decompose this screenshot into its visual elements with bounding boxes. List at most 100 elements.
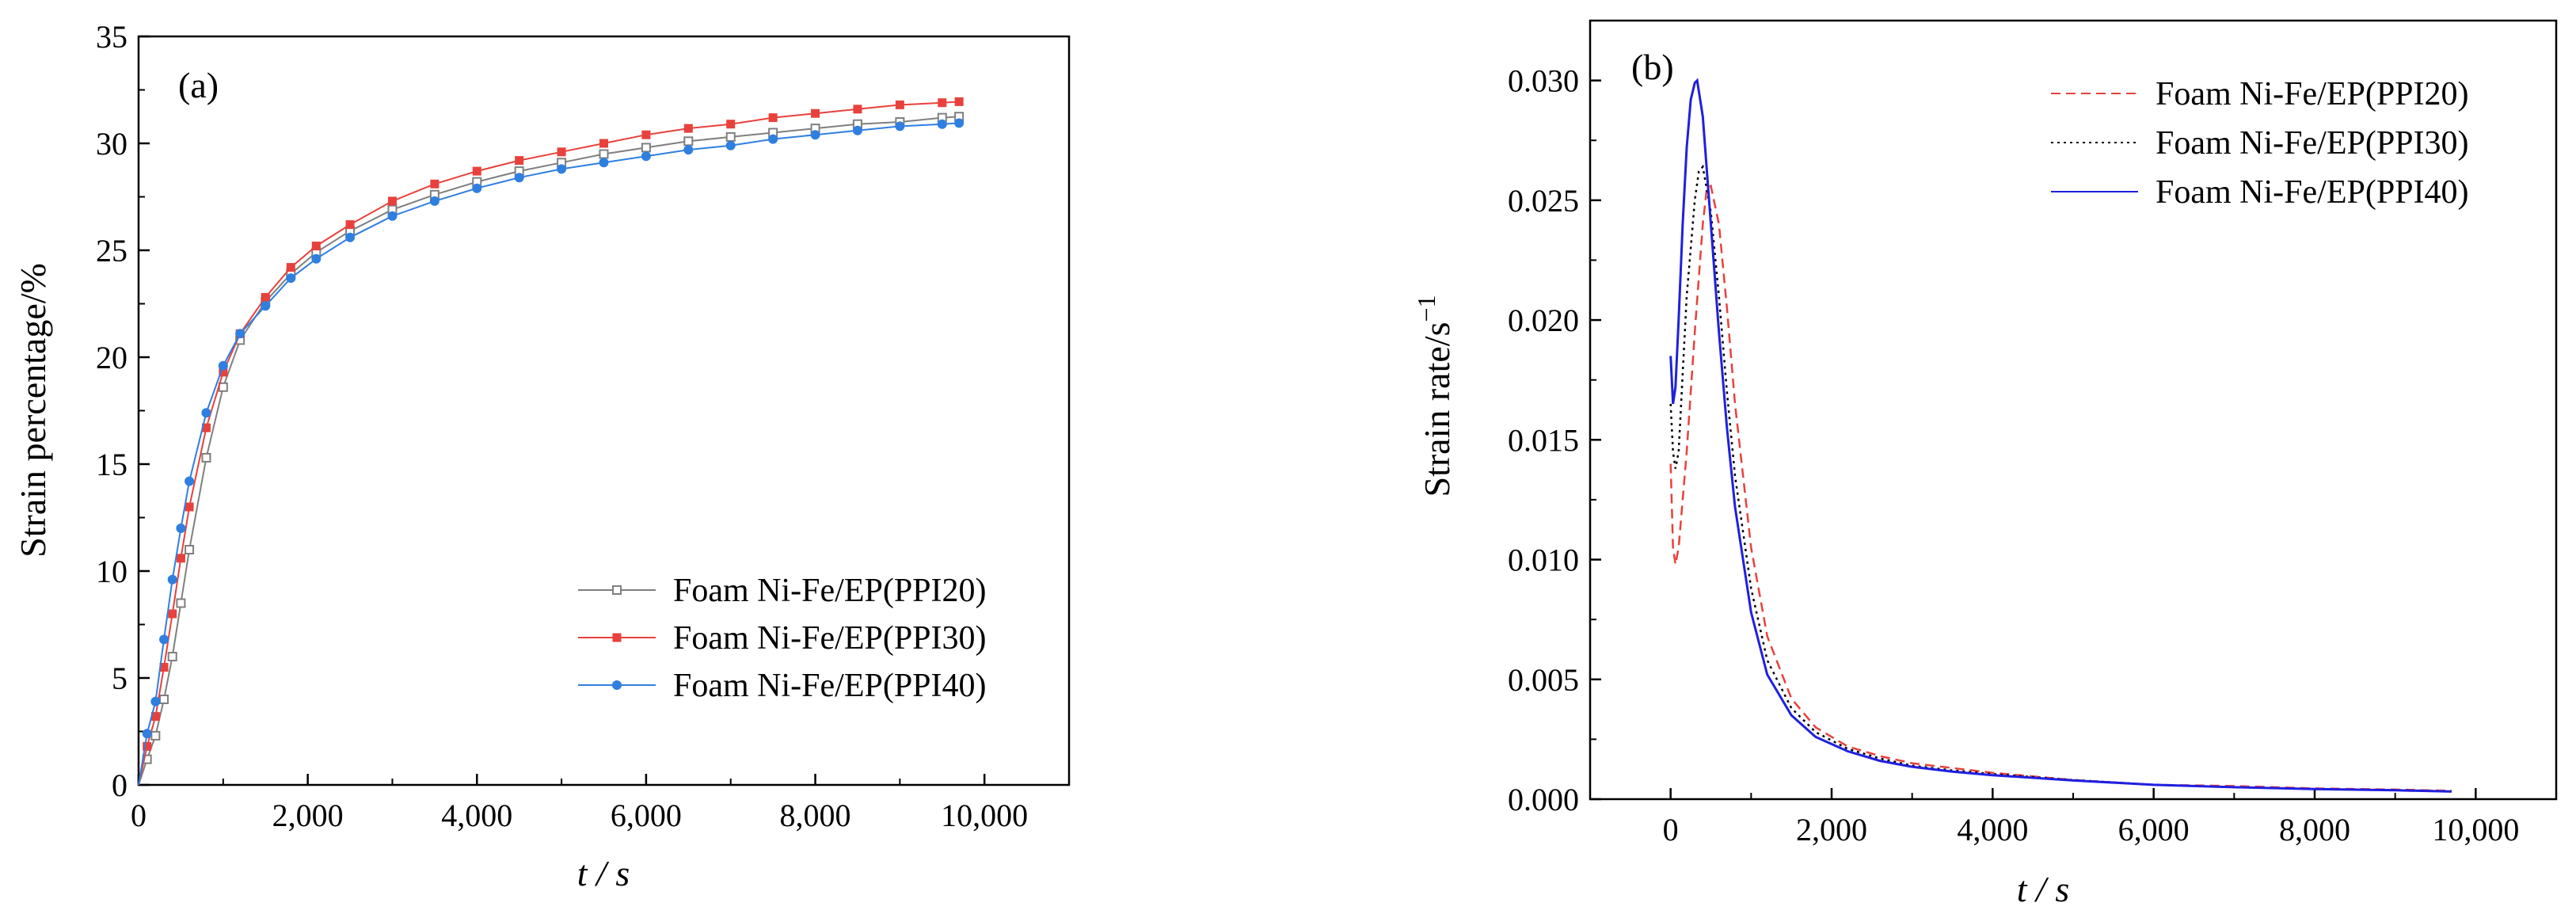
data-point (683, 136, 694, 147)
series-line-foam-ni-fe-ep-ppi30 (1669, 164, 2452, 793)
data-point (557, 164, 567, 174)
legend-label: Foam Ni-Fe/EP(PPI20) (2156, 76, 2469, 112)
data-point (768, 113, 778, 123)
data-point (168, 609, 177, 619)
legend-label: Foam Ni-Fe/EP(PPI40) (673, 668, 987, 704)
panel-b-x-tick-label: 10,000 (2432, 812, 2519, 847)
data-point (599, 149, 609, 159)
panel-b-y-tick-label: 0.025 (1508, 183, 1579, 219)
legend-label: Foam Ni-Fe/EP(PPI30) (2156, 125, 2469, 162)
data-point (430, 179, 439, 189)
panel-a-x-tick-label: 2,000 (272, 798, 344, 833)
data-point (167, 574, 177, 585)
data-point (641, 130, 651, 139)
data-point (311, 242, 321, 251)
data-point (261, 301, 271, 311)
panel-b-y-tick-label: 0.000 (1508, 782, 1579, 817)
legend-entry-foam-ni-fe-ep-ppi20: Foam Ni-Fe/EP(PPI20) (578, 573, 987, 609)
data-point (201, 408, 211, 418)
panel-b-y-tick-label: 0.010 (1508, 543, 1579, 578)
legend-label: Foam Ni-Fe/EP(PPI20) (673, 573, 987, 609)
panel-a-series (138, 97, 965, 786)
panel-a-y-tick-label: 20 (96, 340, 127, 375)
panel-a-x-tick-label: 6,000 (611, 798, 682, 833)
panel-b-legend: Foam Ni-Fe/EP(PPI20) Foam Ni-Fe/EP(PPI30)… (2051, 76, 2469, 211)
data-point (954, 118, 965, 128)
series-line-foam-ni-fe-ep-ppi20 (1669, 184, 2452, 792)
data-point (235, 329, 245, 339)
data-point (472, 166, 481, 176)
data-point (142, 729, 152, 739)
panel-b-label: (b) (1631, 47, 1674, 87)
panel-a-y-tick-label: 30 (96, 126, 127, 162)
legend-swatch-marker (612, 633, 622, 642)
data-point (218, 382, 228, 392)
data-point (472, 183, 482, 193)
panel-a-y-axis-title: Strain percentage/% (13, 263, 53, 558)
panel-a-y-tick-label: 10 (96, 554, 127, 589)
panel-a-label: (a) (178, 65, 219, 105)
panel-a-y-tick-label: 5 (112, 661, 127, 696)
legend-swatch-marker (612, 585, 622, 595)
panel-b-strain-rate-chart: 0 2,000 4,000 6,000 8,000 10,000 0.000 0.005 0.0… (1412, 19, 2558, 909)
panel-b-x-tick-label: 8,000 (2279, 812, 2350, 847)
data-point (938, 98, 947, 108)
panel-b-x-tick-label: 0 (1663, 812, 1679, 847)
panel-a-x-tick-label: 10,000 (941, 798, 1028, 833)
panel-a-x-axis-title: t / s (577, 853, 630, 893)
legend-label: Foam Ni-Fe/EP(PPI40) (2156, 174, 2469, 211)
data-point (852, 125, 862, 135)
panel-b-y-tick-label: 0.020 (1508, 303, 1579, 338)
data-point (895, 121, 905, 131)
panel-a-y-tick-label: 25 (96, 233, 127, 268)
data-point (683, 124, 693, 133)
panel-a-y-tick-label: 35 (96, 19, 127, 55)
legend-entry-foam-ni-fe-ep-ppi40: Foam Ni-Fe/EP(PPI40) (2051, 174, 2469, 211)
series-foam-ni-fe-ep-ppi40 (138, 118, 965, 786)
data-point (176, 554, 185, 563)
panel-a-strain-percentage-chart: 0 2,000 4,000 6,000 8,000 10,000 0 5 10 15 20 25 30 3… (13, 19, 1071, 893)
data-point (768, 134, 778, 144)
data-point (345, 232, 356, 242)
data-point (143, 741, 152, 751)
data-point (429, 196, 439, 206)
panel-b-y-axis-title: Strain rate/s−1 (1412, 295, 1457, 497)
data-point (557, 147, 566, 157)
data-point (853, 105, 862, 114)
data-point (185, 502, 194, 512)
data-point (261, 292, 270, 302)
data-point (599, 139, 608, 148)
panel-b-y-axis-title-main: Strain rate/s (1417, 322, 1457, 497)
panel-b-y-tick-label: 0.015 (1508, 422, 1579, 458)
panel-b-x-tick-label: 4,000 (1957, 812, 2028, 847)
legend-entry-foam-ni-fe-ep-ppi20: Foam Ni-Fe/EP(PPI20) (2051, 76, 2469, 112)
data-point (811, 109, 820, 118)
data-point (159, 695, 169, 704)
panel-b-y-axis-title-exponent: −1 (1412, 295, 1440, 322)
data-point (201, 452, 211, 463)
data-point (641, 151, 651, 162)
panel-b-y-tick-label: 0.030 (1508, 63, 1579, 99)
data-point (937, 119, 947, 129)
data-point (345, 220, 355, 230)
panel-a-legend: Foam Ni-Fe/EP(PPI20) Foam Ni-Fe/EP(PPI30)… (578, 573, 987, 704)
panel-a-x-tick-label: 0 (131, 798, 146, 833)
panel-b-series (1669, 78, 2452, 793)
data-point (725, 131, 736, 142)
series-foam-ni-fe-ep-ppi30 (138, 97, 964, 786)
legend-entry-foam-ni-fe-ep-ppi40: Foam Ni-Fe/EP(PPI40) (578, 668, 987, 704)
data-point (150, 696, 161, 706)
data-point (641, 143, 651, 153)
panel-b-x-tick-label: 6,000 (2118, 812, 2190, 847)
panel-b-y-tick-label: 0.005 (1508, 662, 1579, 698)
data-point (810, 130, 820, 140)
legend-swatch-marker (612, 680, 622, 690)
panel-b-x-axis-title: t / s (2017, 869, 2069, 909)
legend-entry-foam-ni-fe-ep-ppi30: Foam Ni-Fe/EP(PPI30) (578, 620, 987, 657)
panel-a-y-tick-label: 0 (112, 767, 127, 803)
legend-label: Foam Ni-Fe/EP(PPI30) (673, 620, 987, 657)
data-point (286, 263, 295, 272)
data-point (286, 273, 296, 284)
data-point (514, 173, 524, 183)
